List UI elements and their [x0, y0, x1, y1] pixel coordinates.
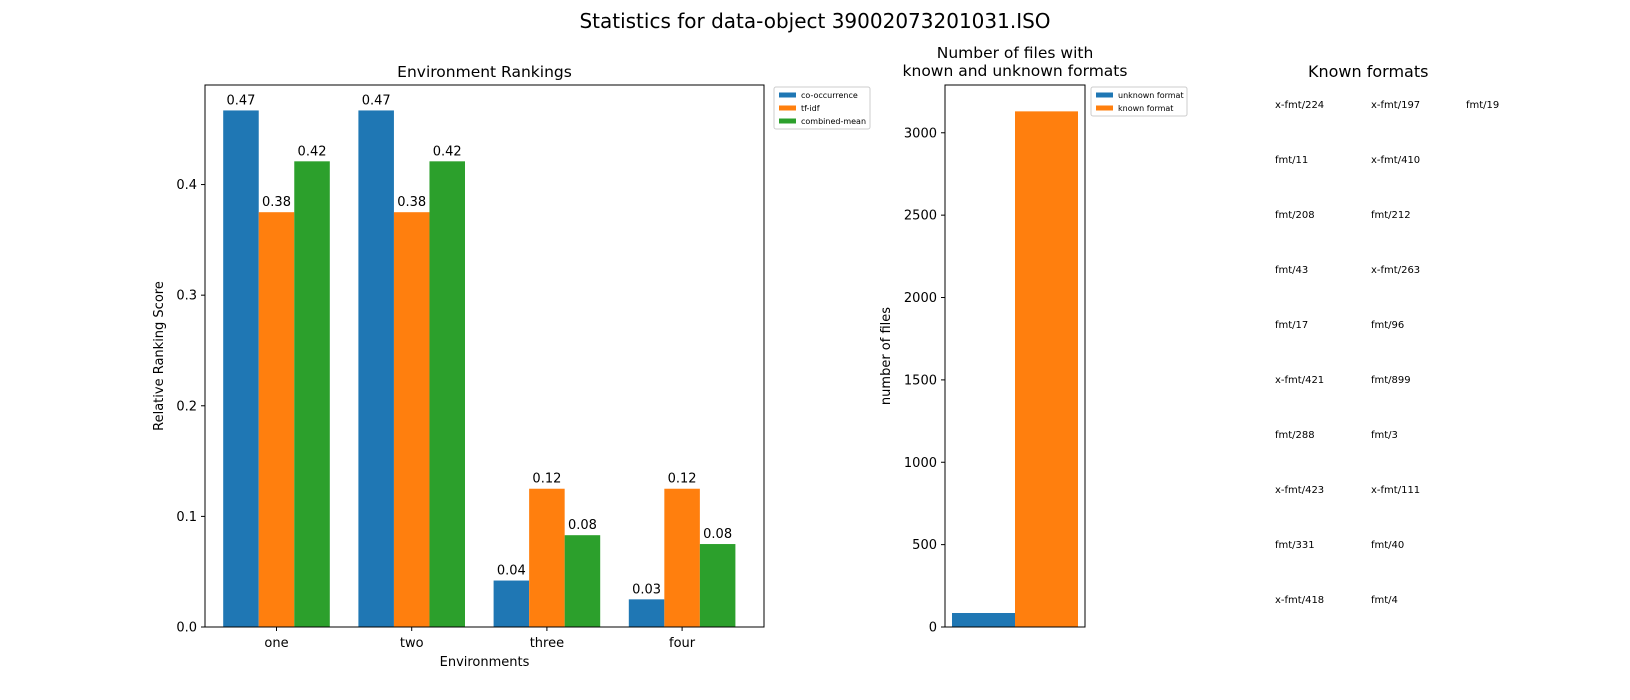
- bar-value-label: 0.08: [703, 527, 732, 542]
- y-axis-label: Relative Ranking Score: [152, 281, 167, 431]
- legend-swatch: [1096, 105, 1113, 111]
- bar-value-label: 0.38: [262, 195, 291, 210]
- known-format-item: x-fmt/423: [1275, 485, 1325, 496]
- legend-label: tf-idf: [801, 104, 820, 113]
- x-tick-label: one: [264, 636, 288, 651]
- bar-combined-mean-four: [699, 544, 736, 627]
- known-format-item: fmt/43: [1275, 265, 1309, 276]
- bar-value-label: 0.42: [433, 144, 462, 159]
- plot-frame: [944, 84, 1086, 628]
- legend-label: known format: [1118, 104, 1173, 113]
- chart-title: Number of files with: [937, 44, 1094, 62]
- legend-swatch: [779, 105, 796, 111]
- bar-value-label: 0.08: [568, 518, 597, 533]
- known-format-item: fmt/4: [1371, 595, 1398, 606]
- y-tick-label: 0.3: [176, 289, 197, 304]
- chart-title: Environment Rankings: [397, 63, 572, 81]
- y-tick-label: 0.1: [176, 510, 197, 525]
- known-format-item: x-fmt/421: [1275, 375, 1325, 386]
- known-format-item: x-fmt/111: [1371, 485, 1421, 496]
- y-tick-label: 0.2: [176, 399, 197, 414]
- bar-combined-mean-three: [564, 535, 601, 627]
- known-format-item: x-fmt/224: [1275, 100, 1325, 111]
- legend-label: co-occurrence: [801, 91, 858, 100]
- known-format-item: x-fmt/418: [1275, 595, 1325, 606]
- legend-label: combined-mean: [801, 117, 866, 126]
- bar-unknown-format: [952, 612, 1015, 627]
- x-axis-label: Environments: [440, 655, 530, 670]
- bar-value-label: 0.47: [226, 93, 255, 108]
- bar-co-occurrence-three: [493, 580, 530, 627]
- bar-combined-mean-one: [294, 161, 330, 627]
- bar-value-label: 0.12: [668, 472, 697, 487]
- bar-co-occurrence-one: [223, 110, 259, 628]
- known-format-item: fmt/331: [1275, 540, 1315, 551]
- bar-value-label: 0.38: [397, 195, 426, 210]
- x-tick-label: three: [530, 636, 564, 651]
- bar-co-occurrence-two: [358, 110, 394, 628]
- known-format-item: x-fmt/410: [1371, 155, 1421, 166]
- legend-swatch: [779, 92, 796, 98]
- y-tick-label: 3000: [904, 126, 937, 141]
- known-format-item: fmt/208: [1275, 210, 1315, 221]
- legend-swatch: [779, 118, 796, 124]
- bar-value-label: 0.47: [362, 93, 391, 108]
- known-format-item: fmt/899: [1371, 375, 1411, 386]
- bar-value-label: 0.12: [532, 472, 561, 487]
- y-tick-label: 1500: [904, 373, 937, 388]
- bar-value-label: 0.03: [632, 582, 661, 597]
- plot-frame: [204, 84, 765, 628]
- bar-tf-idf-three: [529, 488, 565, 627]
- bar-tf-idf-four: [664, 488, 700, 627]
- bar-value-label: 0.04: [497, 564, 526, 579]
- legend-swatch: [1096, 92, 1113, 98]
- legend-box: [773, 86, 871, 130]
- known-format-item: fmt/40: [1371, 540, 1405, 551]
- y-tick-label: 0.4: [176, 178, 197, 193]
- figure-title: Statistics for data-object 3900207320103…: [579, 9, 1051, 33]
- bar-combined-mean-two: [429, 161, 465, 627]
- legend-label: unknown format: [1118, 91, 1184, 100]
- known-format-item: fmt/17: [1275, 320, 1309, 331]
- x-tick-label: two: [400, 636, 424, 651]
- known-format-item: x-fmt/263: [1371, 265, 1421, 276]
- bar-co-occurrence-four: [628, 599, 665, 627]
- known-formats-title: Known formats: [1308, 62, 1429, 81]
- y-tick-label: 0.0: [176, 621, 197, 636]
- known-format-item: x-fmt/197: [1371, 100, 1421, 111]
- y-axis-label: number of files: [879, 307, 894, 405]
- chart-title: known and unknown formats: [903, 62, 1128, 80]
- bar-tf-idf-two: [393, 212, 430, 627]
- legend-box: [1090, 86, 1188, 117]
- y-tick-label: 2000: [904, 291, 937, 306]
- bar-known-format: [1015, 111, 1078, 628]
- known-format-item: fmt/96: [1371, 320, 1405, 331]
- known-format-item: fmt/19: [1466, 100, 1500, 111]
- y-tick-label: 500: [912, 538, 937, 553]
- known-format-item: fmt/212: [1371, 210, 1411, 221]
- known-format-item: fmt/288: [1275, 430, 1315, 441]
- x-tick-label: four: [669, 636, 696, 651]
- known-format-item: fmt/11: [1275, 155, 1309, 166]
- y-tick-label: 0: [929, 621, 937, 636]
- y-tick-label: 2500: [904, 209, 937, 224]
- known-format-item: fmt/3: [1371, 430, 1398, 441]
- bar-tf-idf-one: [258, 212, 295, 627]
- y-tick-label: 1000: [904, 456, 937, 471]
- bar-value-label: 0.42: [298, 144, 327, 159]
